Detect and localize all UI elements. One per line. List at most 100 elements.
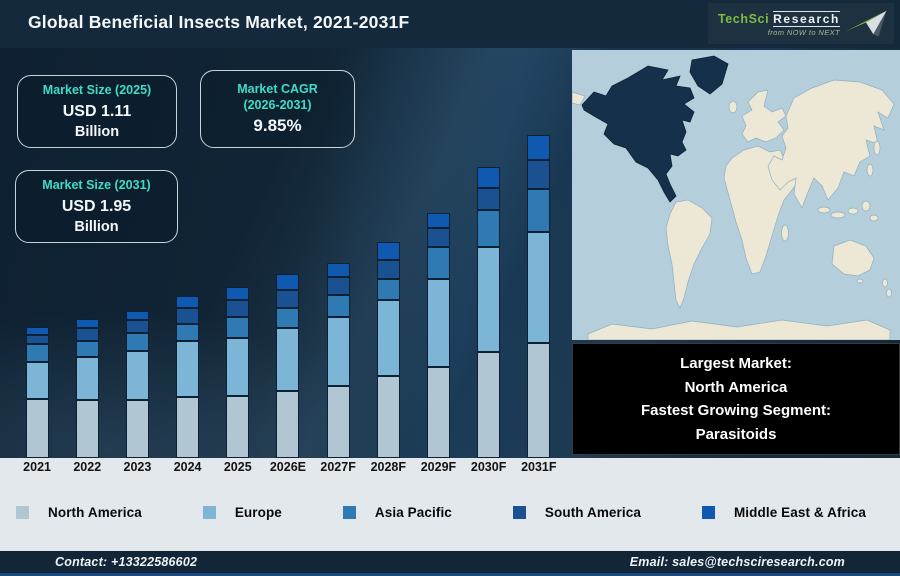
market-size-2025-unit: Billion xyxy=(74,123,120,140)
map-island xyxy=(866,163,874,177)
bar-segment-north-america xyxy=(326,386,350,458)
market-size-2031-unit: Billion xyxy=(74,218,119,235)
bar-segment-middle-east-africa xyxy=(176,296,200,308)
legend-label-asia-pacific: Asia Pacific xyxy=(374,504,452,520)
bar-column-2025 xyxy=(213,286,263,458)
logo-tagline: from NOW to NEXT xyxy=(767,27,840,37)
stacked-bar-2031f xyxy=(527,134,551,458)
bar-segment-north-america xyxy=(477,352,501,458)
x-axis-label-2029f: 2029F xyxy=(420,460,457,474)
bar-segment-middle-east-africa xyxy=(226,286,250,300)
map-island xyxy=(830,211,846,219)
market-size-2031-label: Market Size (2031) xyxy=(42,178,151,193)
bottom-strip xyxy=(0,458,900,551)
bar-column-2031f xyxy=(514,134,564,458)
legend-item-north-america: North America xyxy=(16,505,142,520)
legend-label-north-america: North America xyxy=(48,504,142,520)
bar-segment-europe xyxy=(25,362,49,399)
stacked-bar-2028f xyxy=(376,242,400,458)
bar-segment-middle-east-africa xyxy=(75,318,99,329)
stacked-bar-2021 xyxy=(25,326,49,458)
bar-segment-europe xyxy=(176,341,200,398)
x-axis-label-2028f: 2028F xyxy=(370,460,407,474)
legend-item-asia-pacific: Asia Pacific xyxy=(342,504,452,520)
stacked-bar-2029f xyxy=(426,213,450,458)
x-axis-label-2027f: 2027F xyxy=(320,460,356,474)
bar-segment-north-america xyxy=(125,400,149,458)
continent-europe xyxy=(741,89,787,143)
x-axis-label-2031f: 2031F xyxy=(521,460,557,474)
bar-segment-south-america xyxy=(75,328,99,342)
market-size-2025-label: Market Size (2025) xyxy=(42,83,152,98)
market-cagr-box: Market CAGR (2026-2031) 9.85% xyxy=(200,70,355,148)
legend-swatch-north-america xyxy=(16,505,29,519)
bar-segment-south-america xyxy=(226,299,250,318)
map-british-isles xyxy=(728,100,738,114)
x-axis-label-2024: 2024 xyxy=(173,460,202,474)
stacked-bar-2030f xyxy=(477,166,501,458)
stacked-bar-2023 xyxy=(125,310,149,458)
bar-segment-asia-pacific xyxy=(125,333,149,351)
x-axis-label-2023: 2023 xyxy=(123,460,152,474)
page-title: Global Beneficial Insects Market, 2021-2… xyxy=(28,12,410,32)
header-bar: Global Beneficial Insects Market, 2021-2… xyxy=(0,0,900,48)
bar-segment-south-america xyxy=(25,334,49,345)
market-cagr-period: (2026-2031) xyxy=(243,98,312,112)
bar-segment-asia-pacific xyxy=(477,210,501,247)
market-size-2025-value: USD 1.11 xyxy=(62,102,132,120)
callout-line: Fastest Growing Segment: xyxy=(640,402,832,419)
bar-segment-south-america xyxy=(276,290,300,308)
bar-segment-europe xyxy=(527,232,551,343)
legend-label-middle-east-africa: Middle East & Africa xyxy=(733,504,866,520)
legend-swatch-south-america xyxy=(512,505,526,519)
map-land-fragment xyxy=(571,91,586,106)
x-axis-label-2025: 2025 xyxy=(223,460,252,474)
map-tasmania xyxy=(856,278,864,284)
bar-segment-middle-east-africa xyxy=(477,166,501,188)
chart-legend: North America Europe Asia Pacific South Ame… xyxy=(0,494,900,530)
continent-australia xyxy=(831,239,875,277)
bar-column-2021 xyxy=(12,326,62,458)
legend-swatch-middle-east-africa xyxy=(701,505,715,519)
legend-swatch-europe xyxy=(202,505,216,519)
bar-segment-europe xyxy=(326,317,350,386)
callout-line: Parasitoids xyxy=(695,425,777,443)
bar-segment-north-america xyxy=(426,366,450,458)
logo-text: TechSci Research from NOW to NEXT xyxy=(717,10,840,37)
bar-segment-south-america xyxy=(477,187,501,211)
bar-segment-middle-east-africa xyxy=(25,326,49,335)
stacked-bar-2024 xyxy=(176,296,200,458)
bar-segment-north-america xyxy=(276,390,300,458)
footer-contact: Contact: +13322586602 xyxy=(55,555,198,569)
bar-column-2029f xyxy=(413,213,463,458)
bar-column-2022 xyxy=(62,318,112,458)
bar-segment-europe xyxy=(226,338,250,396)
bar-segment-south-america xyxy=(125,320,149,334)
bar-segment-north-america xyxy=(527,342,551,458)
techsci-logo: TechSci Research from NOW to NEXT xyxy=(708,3,894,44)
map-madagascar xyxy=(781,224,789,242)
bar-column-2028f xyxy=(363,242,413,458)
x-axis-label-2022: 2022 xyxy=(73,460,102,474)
bar-segment-middle-east-africa xyxy=(326,262,350,278)
bar-segment-south-america xyxy=(176,307,200,324)
bar-segment-asia-pacific xyxy=(376,278,400,300)
bar-segment-middle-east-africa xyxy=(125,310,149,321)
stacked-bar-2025 xyxy=(226,286,250,458)
bar-segment-europe xyxy=(276,328,300,391)
bar-segment-asia-pacific xyxy=(276,307,300,329)
bar-segment-south-america xyxy=(426,227,450,247)
bar-column-2026e xyxy=(263,274,313,458)
bar-segment-europe xyxy=(125,350,149,401)
bar-segment-asia-pacific xyxy=(527,189,551,233)
stacked-bar-2026e xyxy=(276,274,300,458)
bar-column-2023 xyxy=(112,310,162,458)
logo-brand-primary: TechSci xyxy=(717,11,770,26)
bar-segment-asia-pacific xyxy=(25,344,49,363)
bar-segment-europe xyxy=(426,278,450,367)
bar-column-2030f xyxy=(464,166,514,458)
footer-email: Email: sales@techsciresearch.com xyxy=(629,555,845,569)
market-cagr-label: Market CAGR xyxy=(237,82,318,97)
map-island xyxy=(869,214,879,222)
